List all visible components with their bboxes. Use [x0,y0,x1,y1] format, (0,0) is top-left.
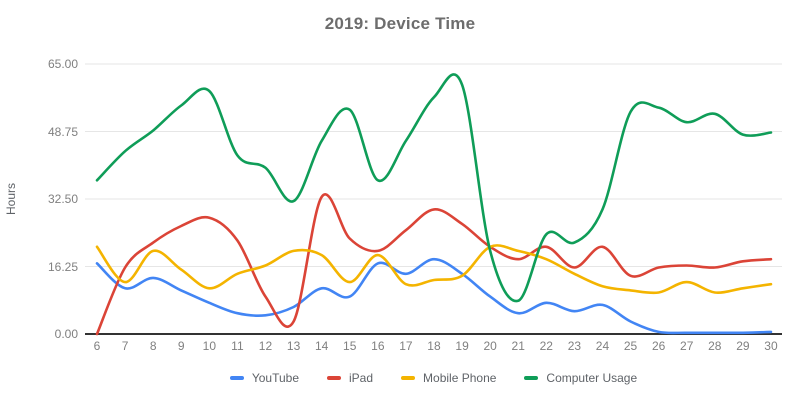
legend-label: Computer Usage [546,371,638,385]
x-tick-label: 10 [202,339,216,353]
legend-item-ipad: iPad [327,371,373,385]
y-tick-label: 16.25 [47,259,78,274]
x-tick-label: 8 [149,339,157,353]
series-line-ipad [95,193,773,336]
y-tick-label: 48.75 [47,124,78,139]
y-tick-label: 65.00 [47,57,78,71]
legend-label: YouTube [251,371,299,385]
x-tick-label: 25 [623,339,638,353]
y-tick-label: 32.50 [47,192,78,206]
x-tick-label: 28 [708,339,722,353]
x-tick-label: 12 [258,339,273,353]
x-tick-label: 19 [455,339,469,353]
x-tick-label: 9 [177,339,185,353]
x-tick-label: 23 [567,339,582,353]
series-line-mobile-phone [95,244,773,295]
legend-swatch-icon [229,376,244,380]
legend-label: Mobile Phone [423,371,497,385]
x-tick-label: 22 [539,339,553,353]
chart-title: 2019: Device Time [324,14,476,33]
x-tick-label: 26 [651,339,666,353]
legend-swatch-icon [524,376,539,380]
x-tick-label: 29 [736,339,750,353]
legend-label: iPad [349,371,374,385]
legend-item-youtube: YouTube [229,371,299,385]
legend: YouTube iPad Mobile Phone Computer Usage [85,369,782,387]
x-tick-label: 30 [764,339,778,353]
x-tick-label: 15 [343,339,357,353]
x-tick-label: 6 [93,339,101,353]
x-tick-label: 13 [286,339,301,353]
x-tick-label: 27 [680,339,694,353]
x-tick-label: 7 [121,339,129,353]
y-tick-label: 0.00 [54,327,78,341]
series-line-computer-usage [95,73,773,303]
legend-swatch-icon [327,376,341,380]
x-tick-label: 20 [483,339,497,353]
legend-item-computer-usage: Computer Usage [524,371,637,385]
x-tick-label: 14 [314,339,329,353]
legend-item-mobile-phone: Mobile Phone [401,371,496,385]
x-tick-label: 16 [371,339,385,353]
legend-swatch-icon [401,376,416,380]
x-tick-label: 11 [231,339,244,353]
x-tick-label: 17 [399,339,413,353]
x-tick-label: 24 [595,339,610,353]
x-tick-label: 21 [511,339,525,353]
series-line-youtube [95,257,773,335]
x-tick-label: 18 [427,339,441,353]
